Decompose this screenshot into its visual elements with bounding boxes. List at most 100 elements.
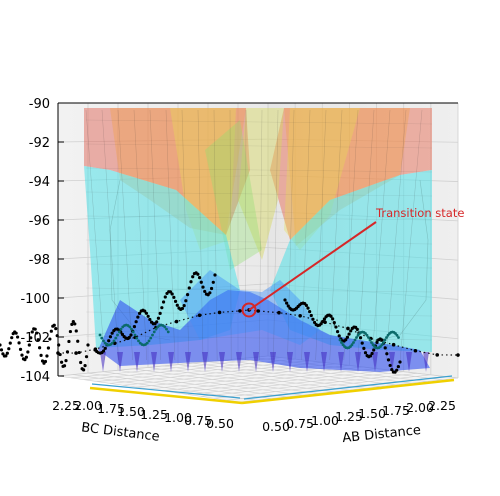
path-point [435,353,440,357]
z-tick-label: -90 [29,97,50,112]
trajectory-point-teal [133,333,137,337]
path-point [174,319,179,324]
grid-line-floor [135,365,350,388]
surface-wire [85,143,433,149]
trajectory-point [347,332,351,336]
ab-tick-label: 1.00 [311,413,339,428]
trajectory-point-teal [395,333,399,337]
surface-valley-tip [270,352,276,372]
trajectory-point [143,309,147,313]
trajectory-point [184,299,188,303]
surface-valley-tip [355,352,361,372]
trajectory-point [23,358,27,362]
trajectory-point [158,311,162,315]
trajectory-point [155,320,159,324]
trajectory-point [201,285,205,289]
trajectory-point [54,326,58,331]
trajectory-point [319,322,323,326]
trajectory-point [148,317,152,322]
grid-line-floor [70,357,282,379]
trajectory-point [304,303,308,307]
trajectory-point [187,286,191,290]
bc-tick-label: 1.75 [97,401,125,416]
surface-band-orange-right [284,108,410,246]
trajectory-point [355,327,359,331]
trajectory-point [71,320,75,324]
ab-axis-title: AB Distance [342,423,422,446]
trajectory-point [286,304,290,308]
trajectory-point [189,280,193,284]
surface-valley-tip [423,352,429,372]
surface-band-yellow-left [170,108,236,250]
trajectory-point [16,335,20,339]
surface-valley-tip [151,352,157,372]
surface-band-orange-left [110,108,246,235]
trajectory-point-teal [352,341,355,344]
trajectory-point [337,334,341,338]
grid-line-floor [83,358,296,381]
trajectory-point [311,317,315,321]
trajectory-point [30,330,34,334]
path-point [197,313,202,318]
surface-wire [315,109,327,361]
surface-wire [343,109,359,361]
surface-wire [259,109,263,361]
trajectory-point [20,353,24,357]
trajectory-point [101,349,106,353]
trajectory-point-teal [338,338,342,342]
surface-wire [85,263,433,269]
trajectory-point-teal [119,327,123,331]
path-point [256,309,260,313]
trajectory-point [329,314,333,318]
bc-tick-label: 1.25 [140,407,168,422]
trajectory-point [38,346,42,350]
trajectory-point-teal [116,333,119,337]
surface-wire [85,215,433,221]
trajectory-point [62,364,67,368]
trajectory-point [349,329,353,333]
path-point [217,310,222,315]
trajectory-point [132,325,137,329]
trajectory-point [396,364,400,369]
transition-state-label: Transition state [375,206,464,220]
trajectory-point-teal [102,339,105,343]
trajectory-point [172,295,176,299]
trajectory-point [380,338,384,342]
trajectory-point [77,350,81,355]
trajectory-point [64,359,68,363]
trajectory-point [372,348,376,352]
trajectory-point-teal [145,341,149,345]
grid-line-floor [222,359,412,384]
path-point [74,351,78,355]
surface-valley-tip [287,352,293,372]
trajectory-point [4,354,8,358]
trajectory-point-teal [340,341,343,344]
trajectory-point-teal [110,341,114,345]
trajectory-point [127,335,131,340]
trajectory-point-teal [365,333,369,337]
trajectory-point-teal [383,338,387,342]
annotation-arrow [248,221,377,311]
trajectory-point [7,347,11,351]
surface-wire [301,109,311,361]
trajectory-point-teal [154,327,158,331]
trajectory-point [67,339,71,344]
trajectory-point [375,340,379,344]
trajectory-point [48,337,52,341]
trajectory-point [79,360,83,365]
trajectory-point-teal [100,336,104,340]
surface-wire [85,335,433,341]
trajectory-point [386,358,391,362]
bc-tick-label: 1.00 [164,410,192,425]
trajectory-point [322,317,327,321]
trajectory-point [134,320,138,324]
bc-axis-line [89,386,243,405]
trajectory-point [285,301,289,305]
trajectory-point [170,292,174,296]
trajectory-point-teal [137,339,140,343]
ab-tick-label: 1.25 [335,409,363,424]
surface-wire [85,311,433,317]
surface-wire [101,109,119,361]
